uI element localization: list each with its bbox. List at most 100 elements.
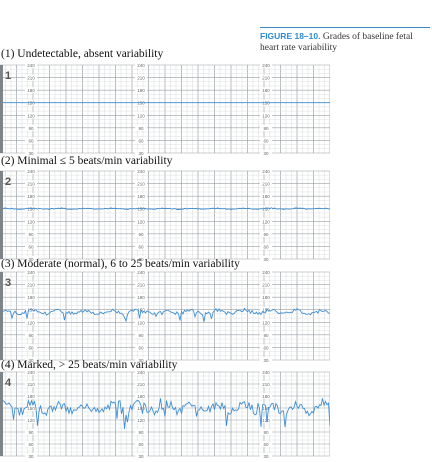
scale-label-bg	[25, 381, 37, 387]
scale-label-bg	[135, 370, 147, 375]
scale-label: 30	[263, 454, 269, 458]
scale-label-bg	[25, 357, 37, 362]
scale-label: 90	[28, 126, 34, 131]
scale-label-bg	[135, 393, 147, 399]
scale-label: 60	[28, 345, 34, 350]
scale-label-bg	[25, 393, 37, 399]
scale-label: 120	[262, 418, 270, 423]
scale-label: 30	[263, 257, 269, 261]
strip-edge	[0, 372, 3, 456]
scale-label-bg	[135, 180, 147, 187]
scale-label: 240	[137, 370, 145, 375]
panel-3-label: (3) Moderate (normal), 6 to 25 beats/min…	[1, 258, 240, 270]
scale-label: 150	[137, 207, 145, 212]
scale-label: 180	[137, 88, 145, 93]
scale-label: 150	[27, 207, 35, 212]
scale-label-bg	[25, 281, 37, 288]
grid	[0, 371, 330, 457]
scale-label: 180	[262, 88, 270, 93]
scale-label: 30	[138, 358, 144, 362]
scale-label-bg	[25, 429, 37, 435]
scale-label-bg	[135, 417, 147, 423]
scale-label-bg	[135, 281, 147, 288]
scale-label: 180	[27, 394, 35, 399]
scale-label-bg	[135, 193, 147, 200]
scale-label: 90	[138, 333, 144, 338]
scale-label-bg	[260, 87, 272, 94]
scale-label-bg	[135, 218, 147, 225]
figure-caption: FIGURE 18–10. Grades of baseline fetal h…	[260, 31, 430, 54]
scale-label-bg	[260, 112, 272, 119]
fhr-strip-marked: 4 240 210 180 150 120 90 60 30 240 210 180 150 120 90 6…	[0, 370, 330, 462]
strip-edge	[0, 272, 3, 360]
scale-label: 180	[137, 295, 145, 300]
fhr-trace	[2, 398, 330, 430]
scale-label-bg	[260, 370, 272, 375]
scale-label: 210	[262, 182, 270, 187]
scale-label: 210	[137, 182, 145, 187]
scale-label: 90	[138, 126, 144, 131]
scale-label: 120	[27, 418, 35, 423]
scale-label: 240	[27, 370, 35, 375]
scale-label: 180	[27, 295, 35, 300]
scale-label: 210	[27, 382, 35, 387]
scale-label: 180	[137, 194, 145, 199]
scale-label: 240	[262, 63, 270, 68]
scale-label: 150	[262, 101, 270, 106]
scale-label: 90	[263, 430, 269, 435]
scale-label-bg	[25, 243, 37, 250]
scale-label-bg	[25, 180, 37, 187]
panel-4-label: (4) Marked, > 25 beats/min variability	[1, 359, 178, 371]
scale-label: 30	[28, 151, 34, 155]
scale-label-bg	[260, 137, 272, 144]
scale-label-bg	[25, 331, 37, 338]
scale-label-bg	[260, 441, 272, 447]
scale-label-bg	[135, 441, 147, 447]
scale-label: 120	[137, 418, 145, 423]
scale-label: 120	[262, 320, 270, 325]
scale-label-bg	[260, 63, 272, 68]
scale-label: 120	[137, 219, 145, 224]
panel-number: 1	[5, 70, 11, 82]
scale-label: 60	[28, 138, 34, 143]
scale-label: 60	[28, 244, 34, 249]
scale-label: 120	[137, 320, 145, 325]
scale-label: 180	[27, 88, 35, 93]
panel-number: 3	[5, 277, 11, 289]
scale-label-bg	[135, 294, 147, 301]
scale-label: 90	[263, 333, 269, 338]
scale-label: 60	[263, 345, 269, 350]
scale-label-bg	[25, 453, 37, 458]
scale-label: 60	[138, 345, 144, 350]
scale-label-bg	[25, 193, 37, 200]
scale-label: 120	[27, 320, 35, 325]
scale-label-bg	[260, 169, 272, 174]
scale-label-bg	[25, 405, 37, 411]
scale-label-bg	[260, 270, 272, 275]
scale-label-bg	[135, 230, 147, 237]
scale-label: 210	[137, 283, 145, 288]
scale-label-bg	[260, 331, 272, 338]
scale-label-bg	[25, 270, 37, 275]
caption-text: Grades of baseline fetal heart rate vari…	[260, 32, 413, 53]
scale-label-bg	[260, 243, 272, 250]
scale-label-bg	[25, 319, 37, 326]
panel-1-label: (1) Undetectable, absent variability	[1, 48, 164, 60]
scale-label: 180	[137, 394, 145, 399]
scale-label-bg	[25, 256, 37, 261]
scale-label-bg	[260, 193, 272, 200]
grid	[0, 271, 330, 361]
scale-label: 210	[137, 76, 145, 81]
scale-label: 240	[27, 169, 35, 174]
scale-label-bg	[260, 180, 272, 187]
scale-label: 180	[262, 295, 270, 300]
scale-label-bg	[25, 441, 37, 447]
fhr-trace	[2, 307, 330, 323]
scale-label-bg	[135, 381, 147, 387]
scale-label-bg	[135, 205, 147, 212]
scale-label-bg	[25, 124, 37, 131]
scale-label: 60	[263, 244, 269, 249]
scale-label: 240	[137, 169, 145, 174]
scale-label: 240	[262, 169, 270, 174]
scale-label: 30	[138, 454, 144, 458]
